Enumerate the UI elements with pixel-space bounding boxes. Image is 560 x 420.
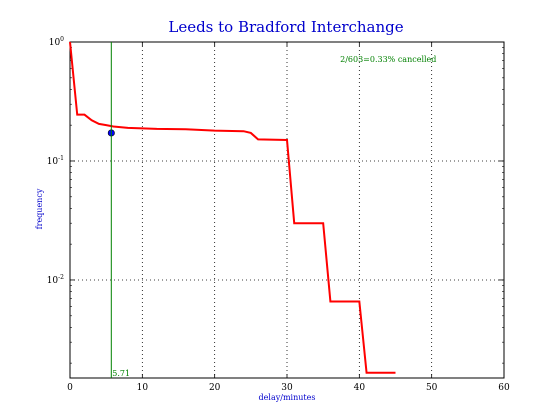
y-tick-label: 10-2 — [47, 274, 64, 286]
ticks-layer: 0 10 20 30 40 50 60 10-2 10-1 100 — [47, 36, 510, 393]
x-tick-label: 30 — [281, 383, 293, 393]
y-axis-label: frequency — [35, 188, 44, 229]
x-tick-label: 20 — [209, 383, 221, 393]
cancelled-annotation: 2/603=0.33% cancelled — [340, 55, 436, 64]
x-tick-label: 60 — [498, 383, 510, 393]
grid-layer — [70, 42, 504, 378]
x-tick-label: 10 — [137, 383, 149, 393]
mean-delay-label: 5.71 — [112, 369, 130, 378]
y-tick-label: 100 — [49, 36, 64, 48]
delay-frequency-line — [69, 41, 396, 374]
series-layer — [69, 41, 396, 374]
chart-title: Leeds to Bradford Interchange — [168, 18, 403, 36]
x-tick-label: 50 — [426, 383, 438, 393]
x-tick-label: 0 — [67, 383, 73, 393]
x-axis-label: delay/minutes — [259, 393, 316, 402]
annotation-layer: 5.71 2/603=0.33% cancelled — [110, 42, 436, 378]
x-tick-label: 40 — [354, 383, 366, 393]
y-tick-label: 10-1 — [47, 155, 64, 167]
